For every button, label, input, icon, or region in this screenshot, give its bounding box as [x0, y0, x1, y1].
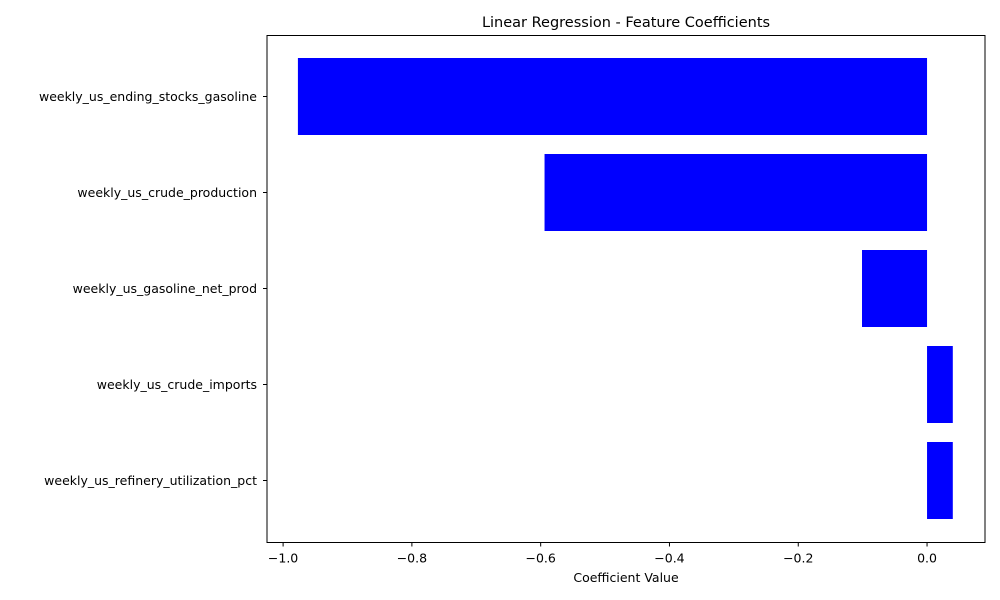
bar-weekly_us_refinery_utilization_pct [927, 442, 953, 519]
y-axis: weekly_us_ending_stocks_gasoline weekly_u… [39, 89, 267, 488]
bar-weekly_us_gasoline_net_prod [862, 250, 928, 327]
x-tick-label: −0.6 [525, 551, 555, 566]
x-tick-label: −0.8 [397, 551, 427, 566]
y-tick-label: weekly_us_refinery_utilization_pct [44, 473, 257, 488]
bars-group [297, 58, 953, 519]
x-tick-label: −0.2 [783, 551, 813, 566]
bar-weekly_us_crude_imports [927, 346, 953, 423]
y-tick-label: weekly_us_crude_imports [97, 377, 257, 392]
x-tick-label: 0.0 [917, 551, 937, 566]
x-tick-label: −0.4 [654, 551, 684, 566]
x-tick-label: −1.0 [268, 551, 298, 566]
chart-title: Linear Regression - Feature Coefficients [482, 15, 770, 31]
y-tick-label: weekly_us_gasoline_net_prod [73, 281, 257, 296]
y-tick-label: weekly_us_crude_production [77, 185, 257, 200]
x-axis-label: Coefficient Value [573, 570, 679, 585]
bar-weekly_us_ending_stocks_gasoline [297, 58, 928, 135]
x-axis: −1.0 −0.8 −0.6 −0.4 −0.2 0.0 [268, 542, 937, 566]
y-tick-label: weekly_us_ending_stocks_gasoline [39, 89, 257, 104]
bar-weekly_us_crude_production [544, 154, 928, 231]
